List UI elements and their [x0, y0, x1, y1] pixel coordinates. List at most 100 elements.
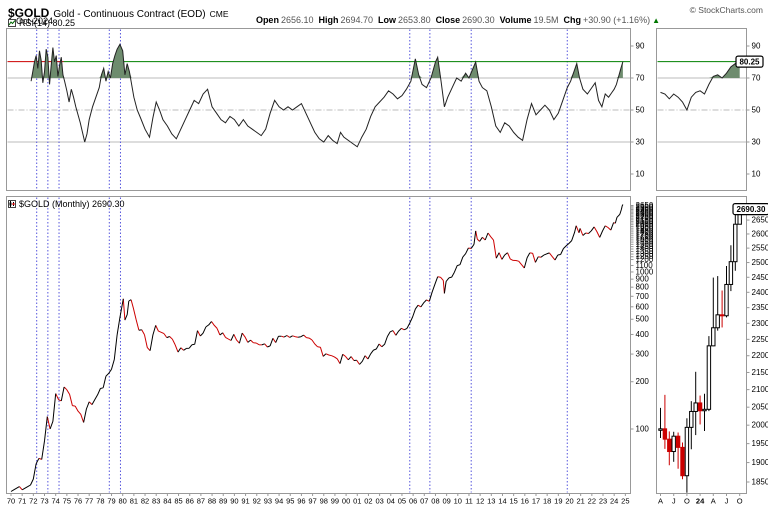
price-y-tick-label: 1000	[636, 267, 654, 276]
rsi-overbought-fill	[31, 44, 623, 78]
rsi-value-badge-box	[735, 55, 764, 68]
high-label: High	[318, 15, 339, 25]
x-year-label: 16	[521, 497, 529, 506]
x-year-label: 88	[208, 497, 216, 506]
x-year-label: 81	[130, 497, 138, 506]
x-year-label: 09	[442, 497, 450, 506]
x-year-label: 25	[621, 497, 629, 506]
x-year-label: 21	[576, 497, 584, 506]
inset-price-y-tick-label: 2150	[752, 368, 768, 377]
rsi-y-tick-label: 30	[636, 138, 645, 147]
x-year-label: 12	[476, 497, 484, 506]
x-year-label: 75	[63, 497, 71, 506]
rsi-pane-label: RSI(14) 80.25	[19, 18, 76, 28]
x-year-label: 87	[197, 497, 205, 506]
x-year-label: 92	[253, 497, 261, 506]
price-y-tick-label: 800	[636, 283, 650, 292]
x-year-label: 23	[599, 497, 607, 506]
price-y-tick-label: 1800	[636, 227, 654, 236]
candlestick-chart-icon	[8, 200, 16, 208]
inset-x-month-label: A	[711, 497, 716, 506]
x-year-label: 93	[264, 497, 272, 506]
price-y-tick-label: 2300	[636, 211, 654, 220]
inset-price-y-tick-label: 2500	[752, 258, 768, 267]
x-year-label: 14	[498, 497, 506, 506]
price-y-tick-label: 1200	[636, 255, 654, 264]
volume-label: Volume	[499, 15, 532, 25]
exchange-label: CME	[209, 9, 229, 19]
copyright-notice: © StockCharts.com	[689, 5, 763, 15]
price-y-tick-label: 2600	[636, 202, 654, 211]
price-value-badge: 2690.30	[737, 205, 766, 214]
inset-price-y-tick-label: 2550	[752, 244, 768, 253]
pane-border	[656, 196, 747, 494]
inset-price-y-tick-label: 2650	[752, 216, 768, 225]
price-y-tick-label: 1500	[636, 240, 654, 249]
price-y-tick-label: 2050	[636, 219, 654, 228]
price-y-tick-label: 1300	[636, 250, 654, 259]
price-y-tick-label: 2500	[636, 205, 654, 214]
inset-x-month-label: J	[725, 497, 729, 506]
x-year-label: 96	[297, 497, 305, 506]
inset-rsi-series	[660, 61, 740, 112]
x-year-label: 17	[532, 497, 540, 506]
candle-up	[728, 261, 734, 285]
price-y-tick-label: 200	[636, 377, 650, 386]
rsi-pane-label-row: RSI(14) 80.25	[8, 18, 75, 28]
quote-date: 1-Oct-2024	[8, 16, 54, 26]
candle-up	[715, 314, 720, 329]
inset-price-y-tick-label: 1900	[752, 458, 768, 467]
x-year-label: 18	[543, 497, 551, 506]
inset-price-y-tick-label: 2300	[752, 319, 768, 328]
x-year-label: 85	[174, 497, 182, 506]
x-year-label: 73	[40, 497, 48, 506]
x-year-label: 15	[509, 497, 517, 506]
inset-rsi-y-tick-label: 10	[752, 170, 761, 179]
inset-price-y-tick-label: 2600	[752, 229, 768, 238]
inset-x-month-label: 24	[696, 497, 705, 506]
close-value: 2690.30	[462, 15, 495, 25]
x-year-label: 10	[454, 497, 462, 506]
price-y-tick-label: 400	[636, 330, 650, 339]
price-y-tick-label: 2150	[636, 215, 654, 224]
price-y-tick-label: 1550	[636, 238, 654, 247]
candle-down	[719, 314, 725, 317]
price-value-badge-box	[732, 202, 768, 216]
x-year-label: 89	[219, 497, 227, 506]
rsi-y-tick-label: 50	[636, 106, 645, 115]
price-y-tick-label: 2200	[636, 214, 654, 223]
candle-up	[658, 428, 663, 431]
candle-up	[684, 426, 690, 477]
rsi-y-tick-label: 70	[636, 74, 645, 83]
inset-price-y-tick-label: 2350	[752, 303, 768, 312]
candle-up	[711, 327, 716, 347]
price-series-up	[10, 204, 624, 492]
price-y-tick-label: 1100	[636, 261, 654, 270]
price-y-tick-label: 1600	[636, 235, 654, 244]
price-pane-label-row: $GOLD (Monthly) 2690.30	[8, 199, 125, 209]
x-year-label: 05	[398, 497, 406, 506]
x-year-label: 08	[431, 497, 439, 506]
inset-price-y-tick-label: 2250	[752, 335, 768, 344]
rsi-y-tick-label: 90	[636, 42, 645, 51]
inset-x-month-label: J	[672, 497, 676, 506]
inset-price-y-tick-label: 1950	[752, 439, 768, 448]
indicator-icon	[8, 19, 16, 27]
price-y-tick-label: 2450	[636, 206, 654, 215]
x-year-label: 82	[141, 497, 149, 506]
inset-price-y-tick-label: 2400	[752, 288, 768, 297]
price-y-tick-label: 1400	[636, 245, 654, 254]
inset-x-month-label: O	[737, 497, 743, 506]
x-year-label: 11	[465, 497, 473, 506]
price-y-tick-label: 300	[636, 350, 650, 359]
price-y-tick-label: 1850	[636, 226, 654, 235]
ticker-symbol: $GOLD	[8, 6, 50, 20]
candle-down	[675, 435, 681, 448]
chg-value: +30.90 (+1.16%)	[583, 15, 651, 25]
price-y-tick-label: 900	[636, 275, 650, 284]
open-value: 2656.10	[280, 15, 314, 25]
inset-rsi-y-tick-label: 50	[752, 106, 761, 115]
inset-rsi-y-tick-label: 90	[752, 42, 761, 51]
